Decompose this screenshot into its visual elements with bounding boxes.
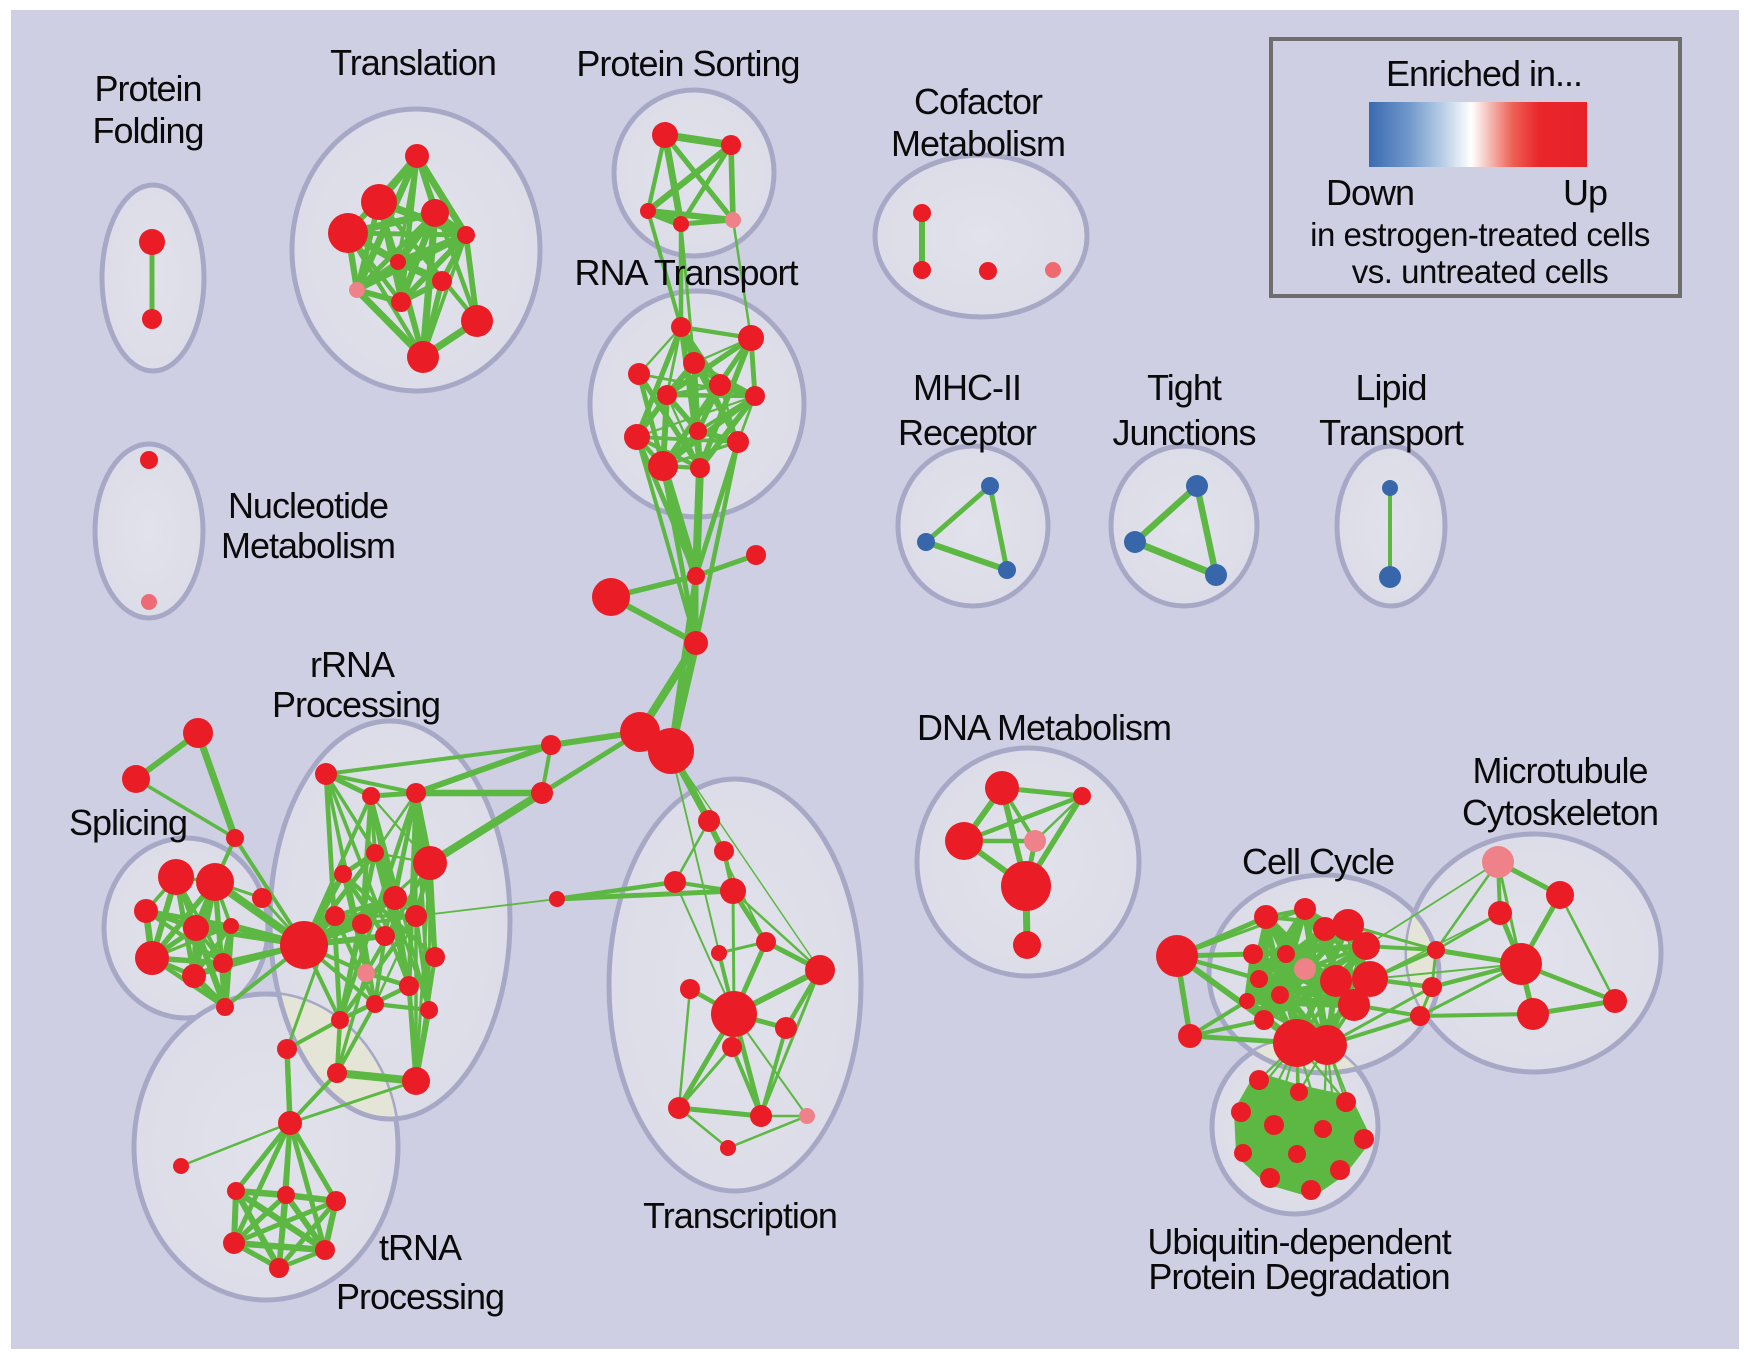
svg-text:rRNA: rRNA bbox=[310, 644, 395, 685]
svg-text:Enriched in...: Enriched in... bbox=[1386, 53, 1582, 94]
svg-text:DNA Metabolism: DNA Metabolism bbox=[917, 707, 1171, 748]
svg-text:Splicing: Splicing bbox=[69, 802, 187, 843]
svg-text:tRNA: tRNA bbox=[379, 1227, 462, 1268]
svg-text:in estrogen-treated cells: in estrogen-treated cells bbox=[1310, 216, 1650, 253]
svg-text:Receptor: Receptor bbox=[898, 412, 1037, 453]
svg-text:Up: Up bbox=[1563, 172, 1607, 213]
svg-text:Protein Sorting: Protein Sorting bbox=[576, 43, 799, 84]
svg-text:Cytoskeleton: Cytoskeleton bbox=[1462, 792, 1658, 833]
svg-text:vs. untreated cells: vs. untreated cells bbox=[1352, 253, 1608, 290]
svg-text:Transcription: Transcription bbox=[643, 1195, 837, 1236]
svg-text:MHC-II: MHC-II bbox=[913, 367, 1021, 408]
svg-text:Processing: Processing bbox=[336, 1276, 504, 1317]
svg-text:Folding: Folding bbox=[92, 110, 203, 151]
svg-text:Ubiquitin-dependent: Ubiquitin-dependent bbox=[1147, 1221, 1451, 1262]
svg-text:Metabolism: Metabolism bbox=[891, 123, 1065, 164]
svg-text:Microtubule: Microtubule bbox=[1472, 750, 1647, 791]
svg-text:Cofactor: Cofactor bbox=[914, 81, 1043, 122]
svg-text:Tight: Tight bbox=[1147, 367, 1222, 408]
svg-text:Transport: Transport bbox=[1319, 412, 1464, 453]
svg-text:Processing: Processing bbox=[272, 684, 440, 725]
svg-text:Cell Cycle: Cell Cycle bbox=[1242, 841, 1394, 882]
svg-text:Junctions: Junctions bbox=[1112, 412, 1255, 453]
svg-text:Protein Degradation: Protein Degradation bbox=[1148, 1256, 1449, 1297]
svg-text:Down: Down bbox=[1326, 172, 1414, 213]
svg-text:Translation: Translation bbox=[330, 42, 496, 83]
svg-text:Protein: Protein bbox=[94, 68, 201, 109]
svg-text:Lipid: Lipid bbox=[1355, 367, 1426, 408]
svg-text:RNA Transport: RNA Transport bbox=[574, 252, 798, 293]
svg-text:Metabolism: Metabolism bbox=[221, 525, 395, 566]
svg-text:Nucleotide: Nucleotide bbox=[228, 485, 388, 526]
